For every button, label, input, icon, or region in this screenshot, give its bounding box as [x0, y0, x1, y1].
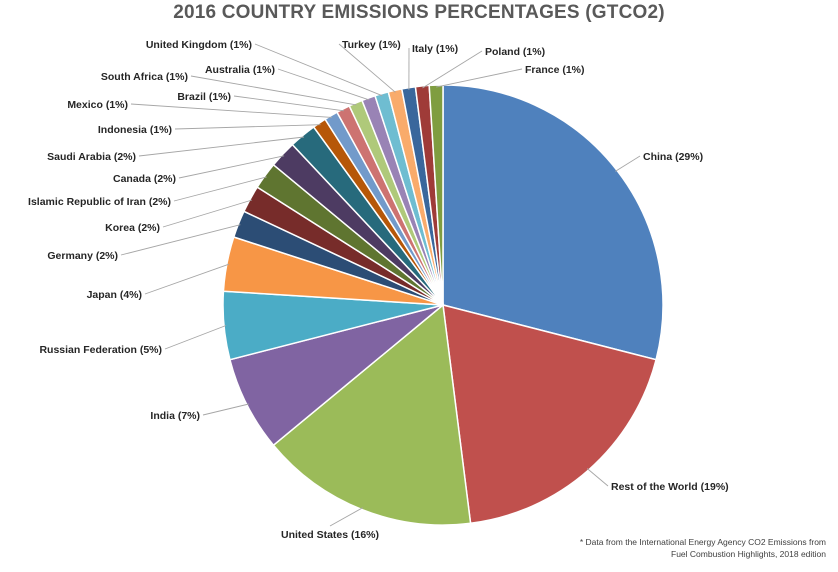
slice-label-united-kingdom: United Kingdom (1%): [146, 39, 252, 51]
leader-line-canada: [178, 155, 285, 179]
leader-line-japan: [144, 263, 230, 295]
slice-label-poland: Poland (1%): [485, 46, 545, 58]
leader-line-brazil: [233, 95, 345, 112]
leader-line-turkey: [338, 43, 396, 93]
slice-label-germany: Germany (2%): [47, 250, 118, 262]
leader-line-russian-federation: [164, 325, 227, 350]
leader-line-south-africa: [190, 75, 357, 106]
slice-label-south-africa: South Africa (1%): [101, 71, 188, 83]
leader-line-mexico: [130, 103, 333, 118]
slice-label-korea: Korea (2%): [105, 222, 160, 234]
slice-label-rest-of-the-world: Rest of the World (19%): [611, 481, 729, 493]
leader-line-france: [436, 68, 523, 88]
leader-line-islamic-republic-of-iran: [173, 176, 267, 202]
slice-label-brazil: Brazil (1%): [177, 91, 231, 103]
pie-slice-united-states: [272, 303, 472, 526]
slice-label-france: France (1%): [525, 64, 585, 76]
leader-line-germany: [120, 224, 241, 256]
leader-line-united-states: [329, 507, 363, 527]
slice-label-russian-federation: Russian Federation (5%): [39, 344, 162, 356]
footnote-line-2: Fuel Combustion Highlights, 2018 edition: [671, 549, 826, 559]
slice-label-japan: Japan (4%): [87, 289, 142, 301]
slice-label-canada: Canada (2%): [113, 173, 176, 185]
source-footnote: * Data from the International Energy Age…: [580, 536, 826, 560]
slice-label-united-states: United States (16%): [281, 529, 379, 541]
slice-label-italy: Italy (1%): [412, 43, 458, 55]
slice-label-islamic-republic-of-iran: Islamic Republic of Iran (2%): [28, 196, 171, 208]
slice-label-indonesia: Indonesia (1%): [98, 124, 172, 136]
pie-slice-france: [428, 84, 444, 306]
leader-line-china: [615, 155, 641, 172]
slice-label-saudi-arabia: Saudi Arabia (2%): [47, 151, 136, 163]
leader-line-australia: [277, 68, 370, 101]
footnote-line-1: * Data from the International Energy Age…: [579, 537, 826, 547]
leader-line-indonesia: [174, 124, 321, 130]
leader-line-korea: [162, 199, 253, 228]
leader-line-saudi-arabia: [138, 136, 305, 157]
leader-line-india: [202, 403, 249, 416]
slice-label-india: India (7%): [150, 410, 200, 422]
leader-line-poland: [422, 50, 483, 89]
chart-title: 2016 COUNTRY EMISSIONS PERCENTAGES (GTCO…: [173, 2, 665, 23]
leader-line-united-kingdom: [254, 43, 383, 97]
leader-line-rest-of-the-world: [586, 468, 609, 487]
slice-label-mexico: Mexico (1%): [67, 99, 128, 111]
slice-label-china: China (29%): [643, 151, 703, 163]
slice-label-australia: Australia (1%): [205, 64, 275, 76]
slice-label-turkey: Turkey (1%): [342, 39, 401, 51]
